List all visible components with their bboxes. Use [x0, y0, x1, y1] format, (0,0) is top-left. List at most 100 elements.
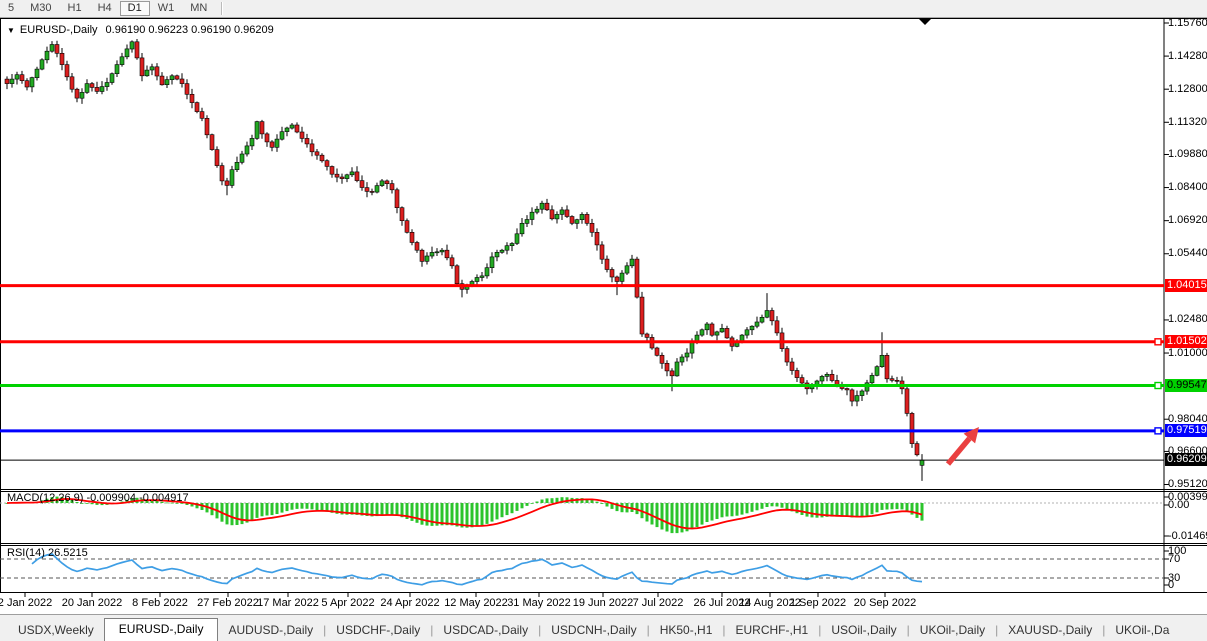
macd-bar [375, 503, 379, 517]
timeframe-button-H1[interactable]: H1 [67, 2, 82, 14]
price-line-label-0.99547: 0.99547 [1165, 378, 1207, 392]
symbol-tab-ukoil-da[interactable]: UKOil-,Da [1115, 623, 1170, 637]
chart-dropdown-icon[interactable]: ▼ [7, 25, 15, 35]
symbol-tab-usdchf-daily[interactable]: USDCHF-,Daily [336, 623, 421, 637]
candle-body [104, 82, 110, 87]
macd-bar [895, 503, 899, 510]
hline-endpoint-marker-0.99547[interactable] [1154, 381, 1162, 390]
macd-bar [195, 503, 199, 509]
candle-body [299, 131, 305, 139]
macd-bar [780, 503, 784, 508]
timeframe-button-H4[interactable]: H4 [97, 2, 112, 14]
candle-body [224, 180, 230, 186]
candle-body [819, 376, 825, 382]
candle-body [599, 244, 605, 260]
timeframe-button-D1[interactable]: D1 [119, 1, 150, 16]
symbol-tab-usdx-weekly[interactable]: USDX,Weekly [18, 623, 94, 637]
scroll-to-end-marker-icon[interactable] [919, 19, 931, 25]
macd-bar [695, 503, 699, 527]
candle-body [169, 75, 175, 81]
timeframe-toolbar: 5 M30 H1 H4 D1 W1 MN [0, 0, 1207, 18]
symbol-tab-usoil-daily[interactable]: USOil-,Daily [831, 623, 897, 637]
symbol-tab-xauusd-daily[interactable]: XAUUSD-,Daily [1008, 623, 1093, 637]
candle-body [274, 138, 280, 148]
candle-body [294, 124, 300, 133]
candle-body [269, 141, 275, 148]
candle-body [794, 370, 800, 378]
symbol-tab-audusd-daily[interactable]: AUDUSD-,Daily [228, 623, 314, 637]
symbol-tab-eurusd-daily[interactable]: EURUSD-,Daily [103, 618, 219, 641]
symbol-tab-hk50-h1[interactable]: HK50-,H1 [659, 623, 713, 637]
candle-body [399, 207, 405, 221]
price-axis-label: 0.95120 [1168, 478, 1207, 490]
annotation-arrow-shaft[interactable] [945, 436, 972, 466]
candle-body [639, 296, 645, 335]
candle-body [869, 375, 875, 384]
macd-bar [65, 498, 69, 503]
chart-title: ▼ EURUSD-,Daily 0.96190 0.96223 0.96190 … [7, 24, 274, 36]
macd-bar [805, 503, 809, 517]
hline-endpoint-marker-1.01502[interactable] [1154, 338, 1162, 346]
candle-body [744, 329, 750, 336]
timeframe-button-W1[interactable]: W1 [157, 2, 175, 14]
annotation-arrow-head[interactable] [963, 427, 979, 444]
timeframe-button-5[interactable]: 5 [8, 2, 15, 14]
macd-bar [580, 498, 584, 503]
price-line-label-0.96209: 0.96209 [1165, 453, 1207, 467]
macd-axis-label: 0.00 [1168, 498, 1190, 511]
candle-body [329, 166, 335, 175]
candle-body [219, 165, 225, 182]
symbol-tab-usdcnh-daily[interactable]: USDCNH-,Daily [551, 623, 637, 637]
candle-body [684, 352, 690, 358]
rsi-line [31, 552, 923, 586]
candle-body [249, 138, 255, 147]
macd-bar [650, 503, 654, 525]
candle-body [289, 124, 295, 129]
symbol-tab-usdcad-daily[interactable]: USDCAD-,Daily [443, 623, 529, 637]
tab-separator: | [1102, 623, 1106, 637]
symbol-tab-ukoil-daily[interactable]: UKOil-,Daily [919, 623, 986, 637]
macd-bar [535, 501, 539, 503]
candle-body [539, 202, 545, 210]
candle-body [404, 220, 410, 233]
candle-body [164, 79, 170, 85]
macd-bar [865, 503, 869, 516]
candle-body [609, 269, 615, 278]
macd-bar [365, 503, 369, 516]
candle-body [754, 321, 760, 327]
macd-bar [760, 503, 764, 509]
candle-body [124, 48, 130, 58]
macd-bar [790, 503, 794, 512]
date-axis-label: 8 Feb 2022 [132, 597, 188, 609]
candle-body [414, 242, 420, 251]
macd-bar [420, 503, 424, 525]
macd-bar [290, 503, 294, 510]
macd-bar [435, 503, 439, 526]
macd-bar [845, 503, 849, 517]
tab-separator: | [430, 623, 434, 637]
timeframe-button-MN[interactable]: MN [190, 2, 208, 14]
macd-bar [400, 503, 404, 518]
candle-body [449, 257, 455, 267]
macd-bar [690, 503, 694, 530]
candle-body [709, 323, 715, 336]
tab-separator: | [818, 623, 822, 637]
hline-endpoint-marker-0.97519[interactable] [1154, 427, 1162, 435]
macd-bar [335, 503, 339, 514]
symbol-tab-eurchf-h1[interactable]: EURCHF-,H1 [735, 623, 809, 637]
macd-bar [480, 503, 484, 526]
candle-body [444, 249, 450, 259]
candle-body [679, 356, 685, 363]
rsi-axis-label: 0 [1168, 578, 1175, 591]
date-axis-label: 27 Feb 2022 [197, 597, 259, 609]
candle-body [644, 333, 650, 338]
date-axis-label: 7 Jul 2022 [632, 597, 684, 609]
timeframe-button-M30[interactable]: M30 [30, 2, 52, 14]
candle-body [229, 169, 235, 186]
candle-body [134, 41, 140, 59]
candle-body [234, 162, 240, 171]
candle-body [39, 59, 45, 70]
macd-bar [240, 503, 244, 525]
candle-body [184, 83, 190, 95]
